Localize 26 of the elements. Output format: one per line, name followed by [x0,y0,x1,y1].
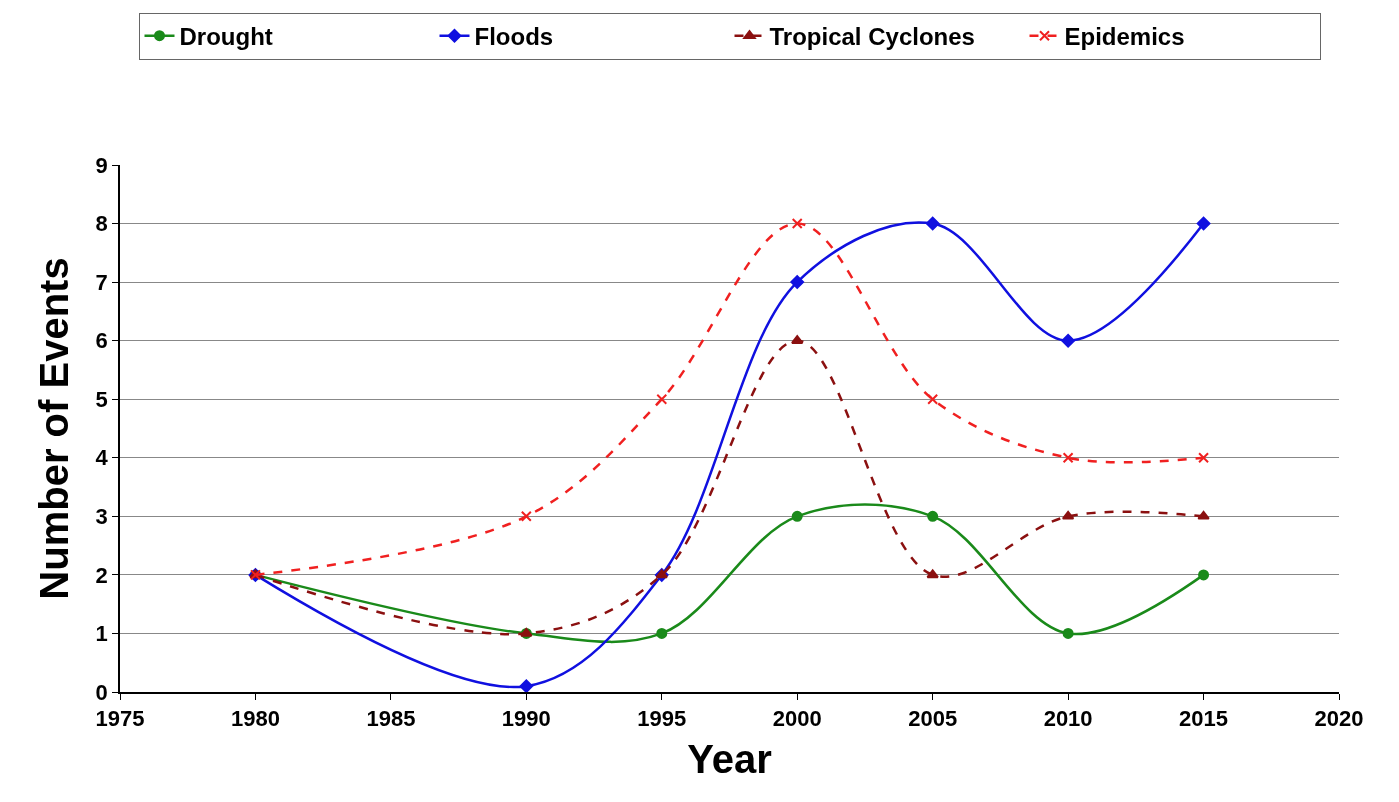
y-tick-label: 4 [95,445,109,471]
y-tick-label: 3 [95,504,108,530]
x-tick-label: 1980 [230,706,280,732]
x-tick-label: 1995 [637,706,687,732]
x-tick-label: 2015 [1179,706,1229,732]
y-tick-label: 1 [95,621,108,647]
x-tick-label: 2020 [1314,706,1364,732]
x-tick-label: 2000 [772,706,822,732]
legend-label: Epidemics [1064,23,1185,51]
legend-label: Drought [179,23,273,51]
legend-label: Tropical Cyclones [769,23,975,51]
x-tick-label: 1990 [501,706,551,732]
y-axis-title: Number of Events [31,257,76,600]
y-tick-label: 5 [95,386,108,412]
y-tick-label: 9 [95,152,108,178]
y-tick-label: 2 [95,562,108,588]
x-axis-title: Year [687,737,772,782]
legend-label: Floods [474,23,554,51]
y-tick-label: 8 [95,211,108,237]
x-tick-label: 1985 [366,706,416,732]
x-tick-label: 2005 [908,706,958,732]
y-tick-label: 7 [95,269,108,295]
y-tick-label: 0 [95,679,108,705]
x-tick-label: 1975 [95,706,145,732]
x-tick-label: 2010 [1043,706,1093,732]
y-tick-label: 6 [95,328,108,354]
